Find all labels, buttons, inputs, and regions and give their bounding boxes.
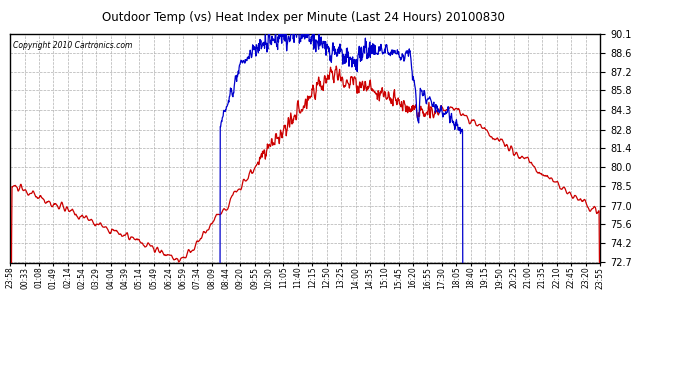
Text: Copyright 2010 Cartronics.com: Copyright 2010 Cartronics.com [13, 40, 132, 50]
Text: Outdoor Temp (vs) Heat Index per Minute (Last 24 Hours) 20100830: Outdoor Temp (vs) Heat Index per Minute … [102, 11, 505, 24]
